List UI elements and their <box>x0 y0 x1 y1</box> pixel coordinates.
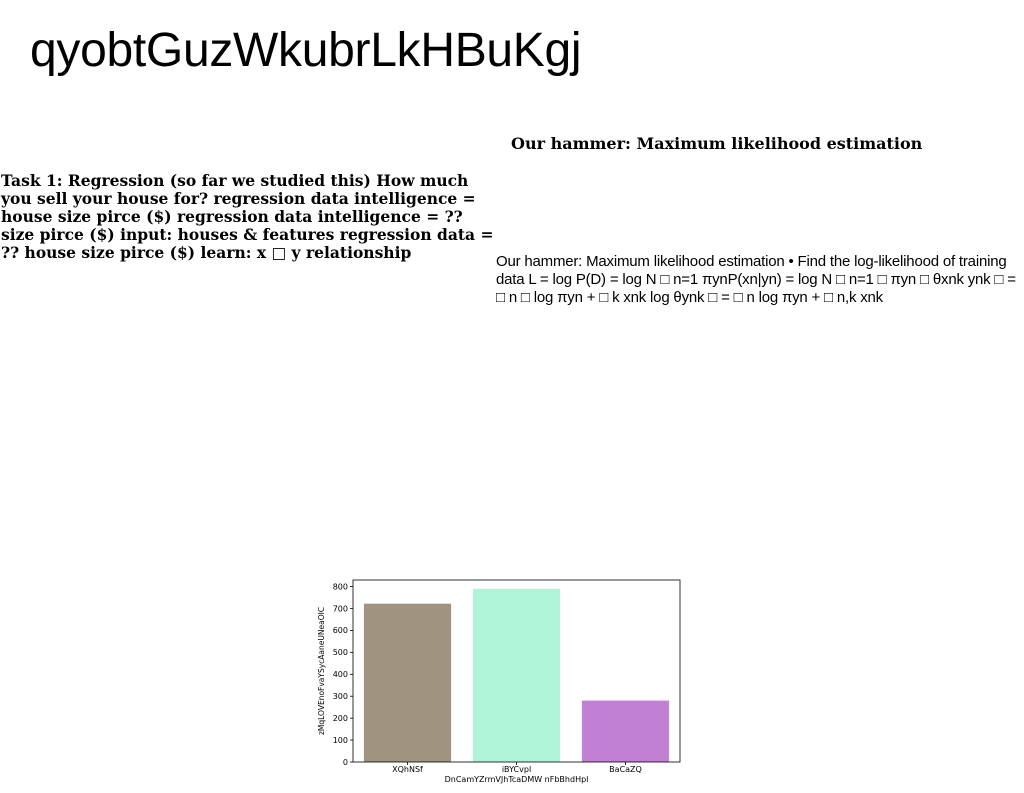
y-tick-label: 400 <box>333 670 348 679</box>
bar-ibycvpl <box>472 588 561 762</box>
regression-text-block: Task 1: Regression (so far we studied th… <box>1 171 494 262</box>
mle-body-text: Our hammer: Maximum likelihood estimatio… <box>496 253 1016 306</box>
bar-chart: XQhNSf iBYCvpl BaCaZQ 0 100 200 300 400 500 600 70… <box>300 570 700 788</box>
x-tick-label: iBYCvpl <box>502 765 531 774</box>
y-tick-label: 500 <box>333 648 348 657</box>
y-tick-label: 200 <box>333 714 348 723</box>
y-tick-label: 800 <box>333 582 348 591</box>
mle-heading: Our hammer: Maximum likelihood estimatio… <box>511 134 923 153</box>
bar-bacazq <box>581 700 670 762</box>
y-tick-label: 100 <box>333 736 348 745</box>
x-tick-label: XQhNSf <box>392 765 423 774</box>
y-tick-label: 600 <box>333 626 348 635</box>
y-tick-label: 700 <box>333 604 348 613</box>
y-axis-label: zMqLOVEnoFvaYSycAaneUNeaOIC <box>317 607 326 735</box>
y-tick-label: 0 <box>343 758 348 767</box>
page-title: qyobtGuzWkubrLkHBuKgj <box>30 24 582 77</box>
bar-chart-svg: XQhNSf iBYCvpl BaCaZQ 0 100 200 300 400 500 600 70… <box>317 579 681 784</box>
y-tick-label: 300 <box>333 692 348 701</box>
plot-frame <box>352 579 681 763</box>
x-axis-label: DnCamYZrmVJhTcaDMW nFbBhdHpl <box>445 775 589 784</box>
x-tick-label: BaCaZQ <box>609 765 642 774</box>
bar-xqhnsf <box>363 603 452 762</box>
